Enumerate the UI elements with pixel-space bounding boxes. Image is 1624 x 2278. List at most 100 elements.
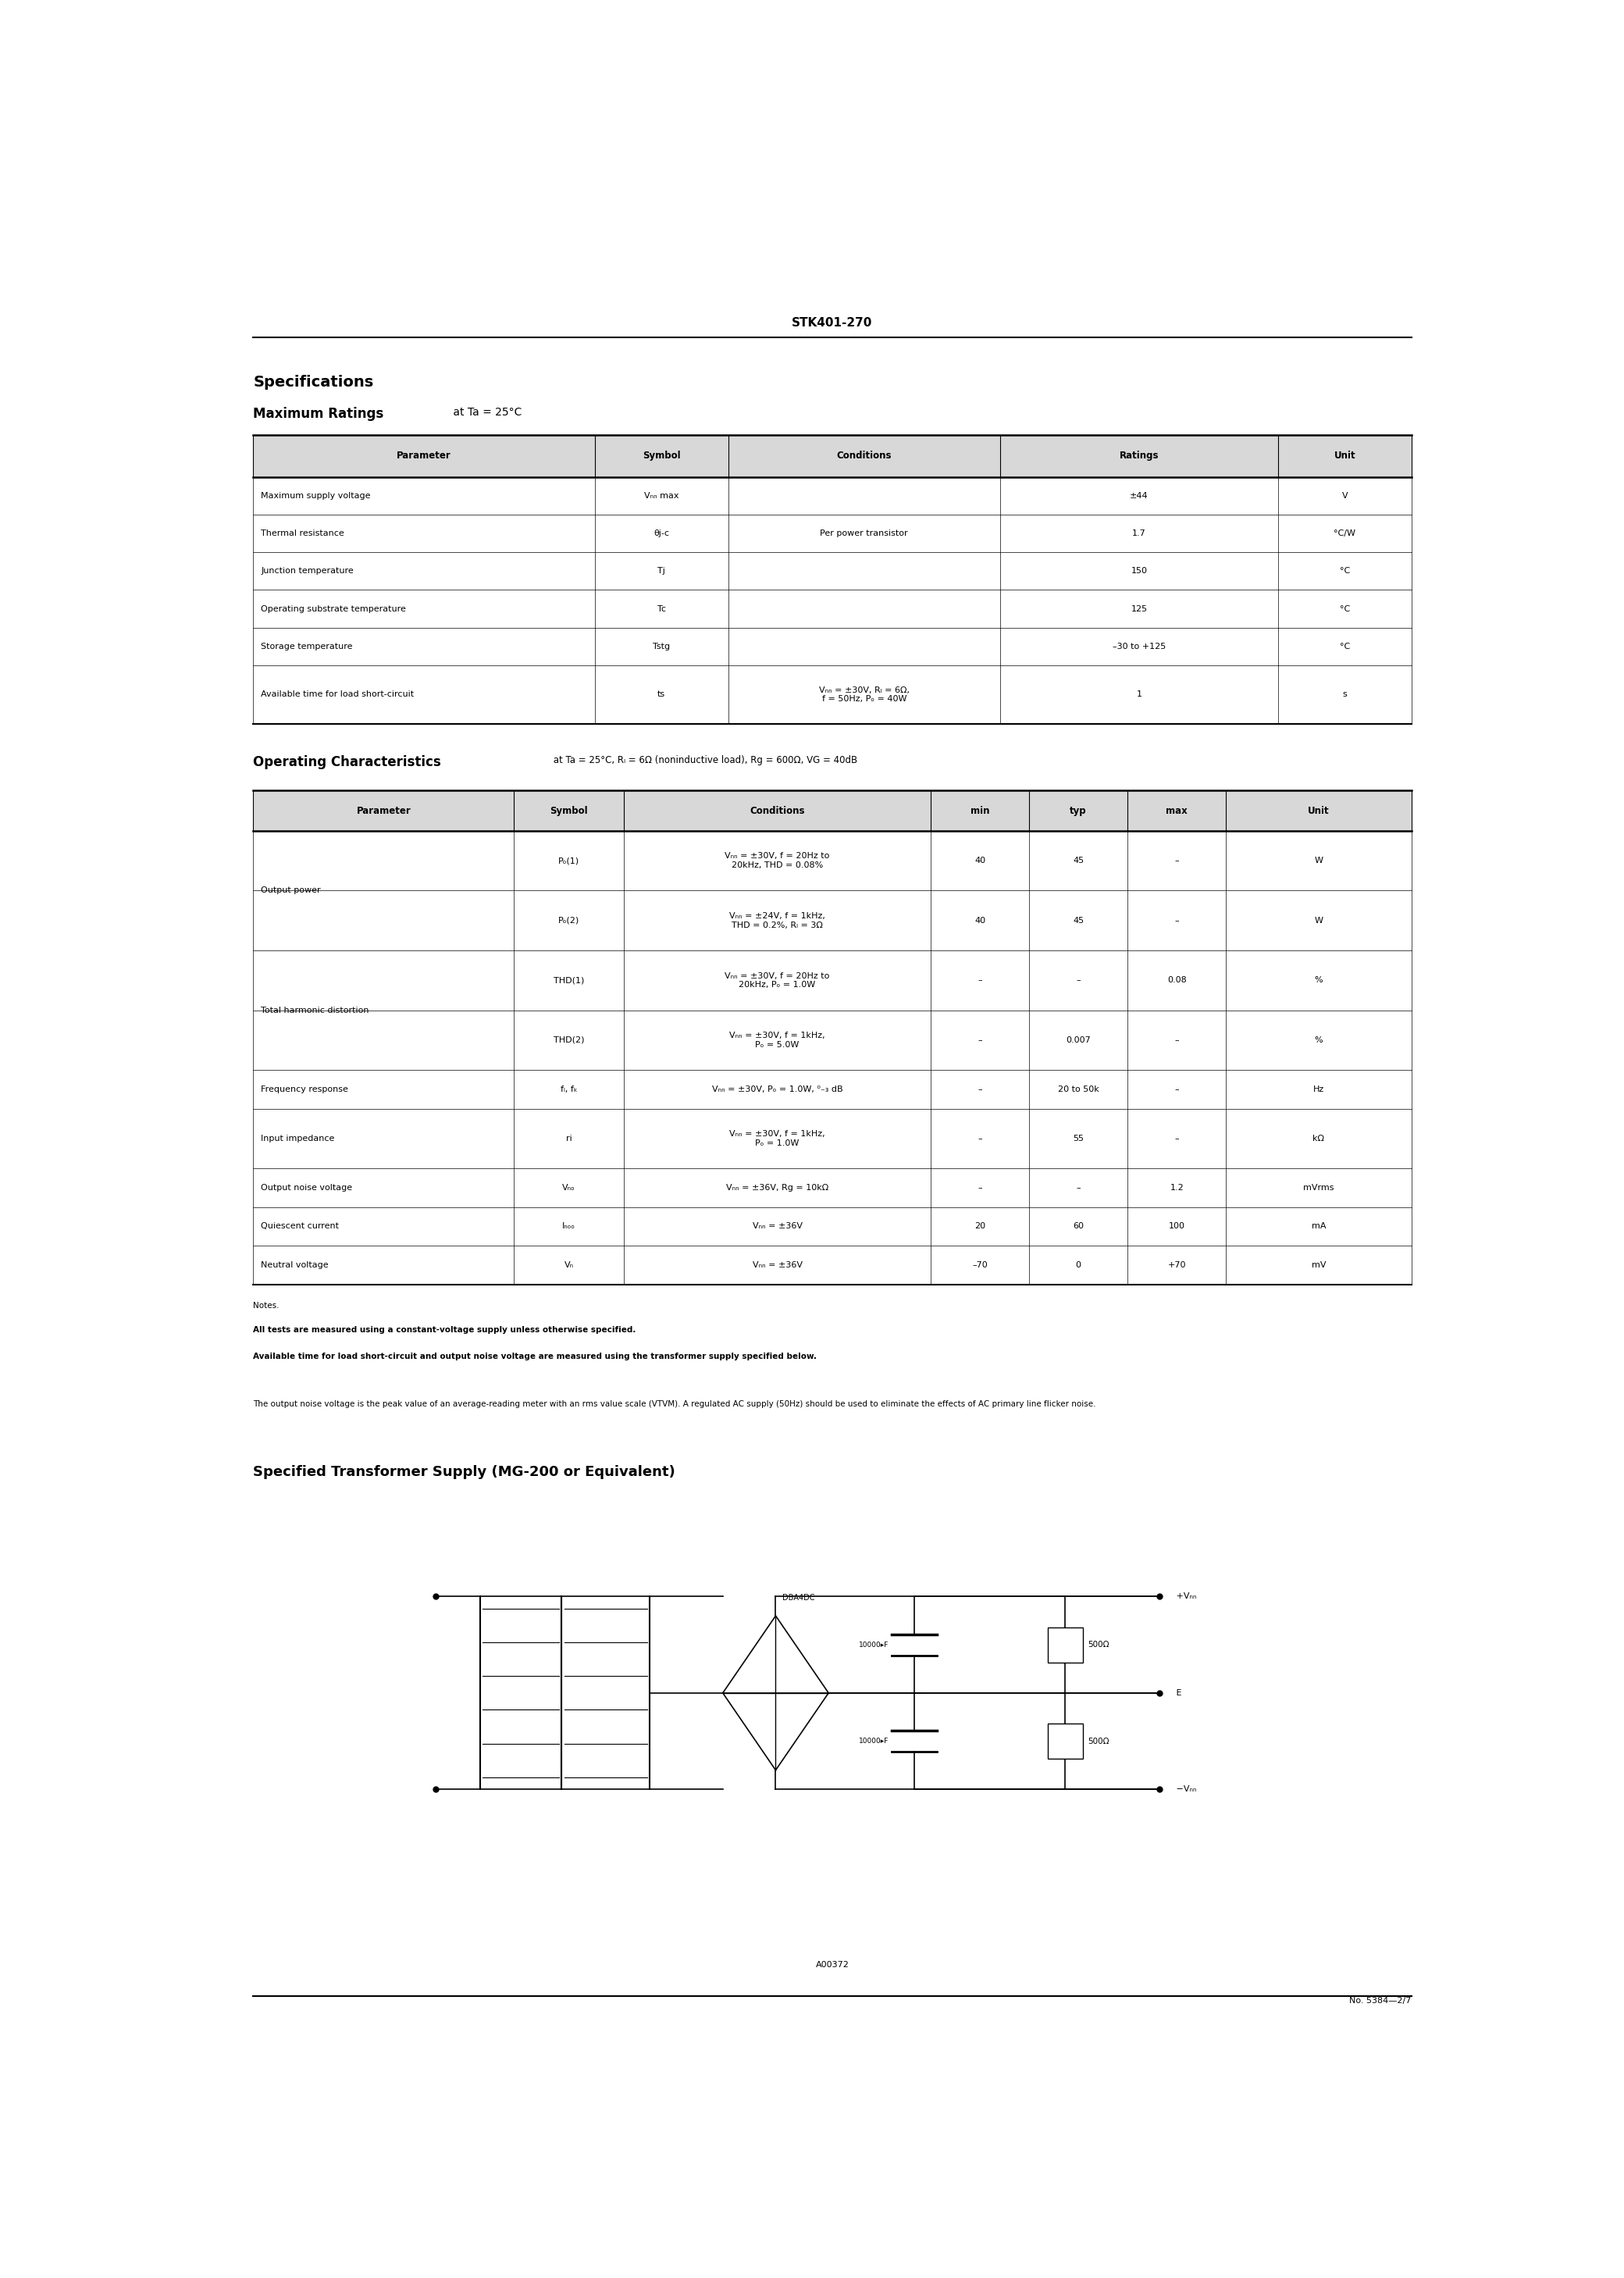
Text: 150: 150: [1130, 567, 1147, 574]
Text: STK401-270: STK401-270: [793, 317, 872, 328]
Text: –: –: [1174, 1036, 1179, 1043]
Text: –: –: [1174, 1087, 1179, 1093]
Text: Symbol: Symbol: [551, 806, 588, 816]
Text: Tstg: Tstg: [653, 642, 671, 652]
Text: Operating substrate temperature: Operating substrate temperature: [261, 606, 406, 613]
Text: Symbol: Symbol: [643, 451, 680, 460]
Text: Operating Characteristics: Operating Characteristics: [253, 756, 442, 770]
Text: All tests are measured using a constant-voltage supply unless otherwise specifie: All tests are measured using a constant-…: [253, 1326, 637, 1335]
Bar: [1047, 1724, 1083, 1759]
Text: typ: typ: [1070, 806, 1086, 816]
Text: V: V: [1341, 492, 1348, 499]
Text: No. 5384—2/7: No. 5384—2/7: [1350, 1998, 1411, 2005]
Text: E: E: [1174, 1688, 1182, 1697]
Bar: [253, 435, 1411, 476]
Text: Vₙₙ = ±36V: Vₙₙ = ±36V: [752, 1223, 802, 1230]
Text: Vₙₙ = ±30V, Pₒ = 1.0W, ⁰₋₃ dB: Vₙₙ = ±30V, Pₒ = 1.0W, ⁰₋₃ dB: [711, 1087, 843, 1093]
Text: –: –: [978, 1036, 983, 1043]
Text: Conditions: Conditions: [836, 451, 892, 460]
Text: fₗ, fₖ: fₗ, fₖ: [560, 1087, 577, 1093]
Text: Neutral voltage: Neutral voltage: [261, 1262, 328, 1269]
Text: Specifications: Specifications: [253, 376, 374, 390]
Text: Vₙ: Vₙ: [564, 1262, 573, 1269]
Text: The output noise voltage is the peak value of an average-reading meter with an r: The output noise voltage is the peak val…: [253, 1401, 1096, 1408]
Text: –: –: [1077, 977, 1080, 984]
Text: 125: 125: [1130, 606, 1148, 613]
Text: 0.08: 0.08: [1168, 977, 1187, 984]
Text: 0.007: 0.007: [1065, 1036, 1091, 1043]
Text: Tc: Tc: [658, 606, 666, 613]
Text: Hz: Hz: [1314, 1087, 1324, 1093]
Text: Vₙₙ = ±30V, f = 20Hz to
20kHz, THD = 0.08%: Vₙₙ = ±30V, f = 20Hz to 20kHz, THD = 0.0…: [724, 852, 830, 870]
Text: Frequency response: Frequency response: [261, 1087, 348, 1093]
Text: ts: ts: [658, 690, 666, 699]
Text: °C/W: °C/W: [1333, 528, 1356, 538]
Text: –: –: [978, 1087, 983, 1093]
Text: 1: 1: [1137, 690, 1142, 699]
Text: 10000▸F: 10000▸F: [859, 1738, 888, 1745]
Bar: [1047, 1626, 1083, 1663]
Text: 40: 40: [974, 916, 986, 925]
Text: Vₙₙ = ±30V, f = 1kHz,
Pₒ = 1.0W: Vₙₙ = ±30V, f = 1kHz, Pₒ = 1.0W: [729, 1130, 825, 1148]
Text: Total harmonic distortion: Total harmonic distortion: [261, 1007, 369, 1014]
Text: ri: ri: [565, 1134, 572, 1144]
Text: 40: 40: [974, 857, 986, 866]
Text: 0: 0: [1075, 1262, 1082, 1269]
Text: Tj: Tj: [658, 567, 666, 574]
Text: 100: 100: [1169, 1223, 1186, 1230]
Text: 500Ω: 500Ω: [1088, 1640, 1109, 1649]
Text: Output noise voltage: Output noise voltage: [261, 1185, 352, 1191]
Text: Storage temperature: Storage temperature: [261, 642, 352, 652]
Text: Vₙₒ: Vₙₒ: [562, 1185, 575, 1191]
Text: Vₙₙ = ±30V, Rₗ = 6Ω,
f = 50Hz, Pₒ = 40W: Vₙₙ = ±30V, Rₗ = 6Ω, f = 50Hz, Pₒ = 40W: [818, 686, 909, 704]
Text: Output power: Output power: [261, 886, 320, 895]
Text: °C: °C: [1340, 642, 1350, 652]
Text: Iₙₒₒ: Iₙₒₒ: [562, 1223, 575, 1230]
Text: Parameter: Parameter: [356, 806, 411, 816]
Text: –: –: [1174, 916, 1179, 925]
Text: Maximum Ratings: Maximum Ratings: [253, 408, 383, 421]
Text: Unit: Unit: [1307, 806, 1330, 816]
Text: at Ta = 25°C: at Ta = 25°C: [450, 408, 521, 417]
Text: s: s: [1343, 690, 1346, 699]
Text: %: %: [1314, 1036, 1324, 1043]
Text: Parameter: Parameter: [396, 451, 451, 460]
Text: 55: 55: [1073, 1134, 1083, 1144]
Text: max: max: [1166, 806, 1187, 816]
Text: Per power transistor: Per power transistor: [820, 528, 908, 538]
Text: –70: –70: [973, 1262, 987, 1269]
Text: –: –: [978, 1185, 983, 1191]
Text: W: W: [1314, 916, 1324, 925]
Text: Notes.: Notes.: [253, 1301, 279, 1310]
Text: 20: 20: [974, 1223, 986, 1230]
Text: ±44: ±44: [1130, 492, 1148, 499]
Text: DBA4DC: DBA4DC: [783, 1595, 814, 1601]
Text: 1.7: 1.7: [1132, 528, 1147, 538]
Text: mVrms: mVrms: [1302, 1185, 1333, 1191]
Text: 60: 60: [1073, 1223, 1083, 1230]
Text: +Vₙₙ: +Vₙₙ: [1174, 1592, 1197, 1601]
Text: Vₙₙ = ±36V: Vₙₙ = ±36V: [752, 1262, 802, 1269]
Text: Specified Transformer Supply (MG-200 or Equivalent): Specified Transformer Supply (MG-200 or …: [253, 1465, 676, 1478]
Text: Thermal resistance: Thermal resistance: [261, 528, 344, 538]
Bar: [253, 790, 1411, 831]
Text: mV: mV: [1312, 1262, 1325, 1269]
Text: –: –: [978, 1134, 983, 1144]
Text: Maximum supply voltage: Maximum supply voltage: [261, 492, 370, 499]
Text: –: –: [1077, 1185, 1080, 1191]
Text: Ratings: Ratings: [1119, 451, 1160, 460]
Text: A00372: A00372: [815, 1961, 849, 1968]
Text: W: W: [1314, 857, 1324, 866]
Text: +70: +70: [1168, 1262, 1186, 1269]
Text: 500Ω: 500Ω: [1088, 1738, 1109, 1745]
Text: Junction temperature: Junction temperature: [261, 567, 354, 574]
Text: THD(2): THD(2): [554, 1036, 585, 1043]
Text: 45: 45: [1073, 916, 1083, 925]
Text: Pₒ(2): Pₒ(2): [559, 916, 580, 925]
Text: 1.2: 1.2: [1169, 1185, 1184, 1191]
Text: 45: 45: [1073, 857, 1083, 866]
Text: Vₙₙ = ±36V, Rg = 10kΩ: Vₙₙ = ±36V, Rg = 10kΩ: [726, 1185, 828, 1191]
Text: –: –: [1174, 857, 1179, 866]
Text: kΩ: kΩ: [1312, 1134, 1325, 1144]
Text: θj-c: θj-c: [654, 528, 669, 538]
